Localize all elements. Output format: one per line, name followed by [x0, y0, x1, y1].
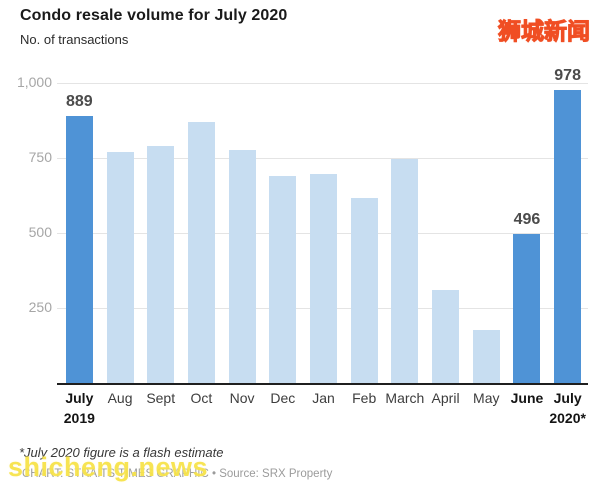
x-axis-label: Nov	[229, 390, 255, 406]
bar	[65, 116, 93, 383]
page-title: Condo resale volume for July 2020	[20, 7, 288, 24]
x-axis-label: Dec	[270, 390, 296, 406]
gridline	[57, 158, 588, 159]
bar	[187, 122, 215, 383]
x-axis-label: Jan	[312, 390, 335, 406]
bar	[269, 176, 297, 383]
x-axis-label: March	[385, 390, 425, 406]
source-credit-line: CHART: STRAITS TIMES GRAPHIC • Source: S…	[22, 468, 333, 480]
bar	[513, 234, 541, 383]
bar	[391, 159, 419, 383]
bar-value-label: 496	[513, 211, 541, 228]
x-axis-label: 2020*	[549, 410, 586, 426]
bar	[310, 174, 337, 383]
bar-value-label: 889	[65, 93, 93, 110]
bar	[106, 152, 134, 383]
bar	[554, 90, 582, 383]
x-axis-label: July	[553, 390, 582, 406]
y-axis-tick-label: 250	[28, 299, 52, 315]
bar	[228, 150, 256, 383]
chart-subtitle: No. of transactions	[20, 32, 129, 47]
x-axis-label: June	[510, 390, 544, 406]
x-axis-label: 2019	[63, 410, 95, 426]
x-axis-label: Aug	[107, 390, 133, 406]
x-axis-line	[57, 383, 588, 385]
gridline	[57, 83, 588, 84]
bar	[350, 198, 378, 383]
y-axis-tick-label: 750	[28, 149, 52, 165]
x-axis-label: Sept	[146, 390, 176, 406]
x-axis-label: July	[65, 390, 94, 406]
x-axis-label: Feb	[352, 390, 377, 406]
x-axis-label: May	[473, 390, 500, 406]
x-axis-label: April	[431, 390, 460, 406]
y-axis-tick-label: 500	[28, 224, 52, 240]
bar	[147, 146, 175, 383]
bar	[472, 330, 500, 383]
x-axis-label: Oct	[190, 390, 213, 406]
watermark-bottom-left: shicheng.news	[8, 452, 209, 482]
chart-footnote: *July 2020 figure is a flash estimate	[19, 445, 224, 460]
bar-value-label: 978	[554, 67, 581, 84]
bar	[432, 290, 460, 383]
watermark-top-right: 狮城新闻	[498, 18, 591, 45]
y-axis-tick-label: 1,000	[16, 74, 52, 90]
